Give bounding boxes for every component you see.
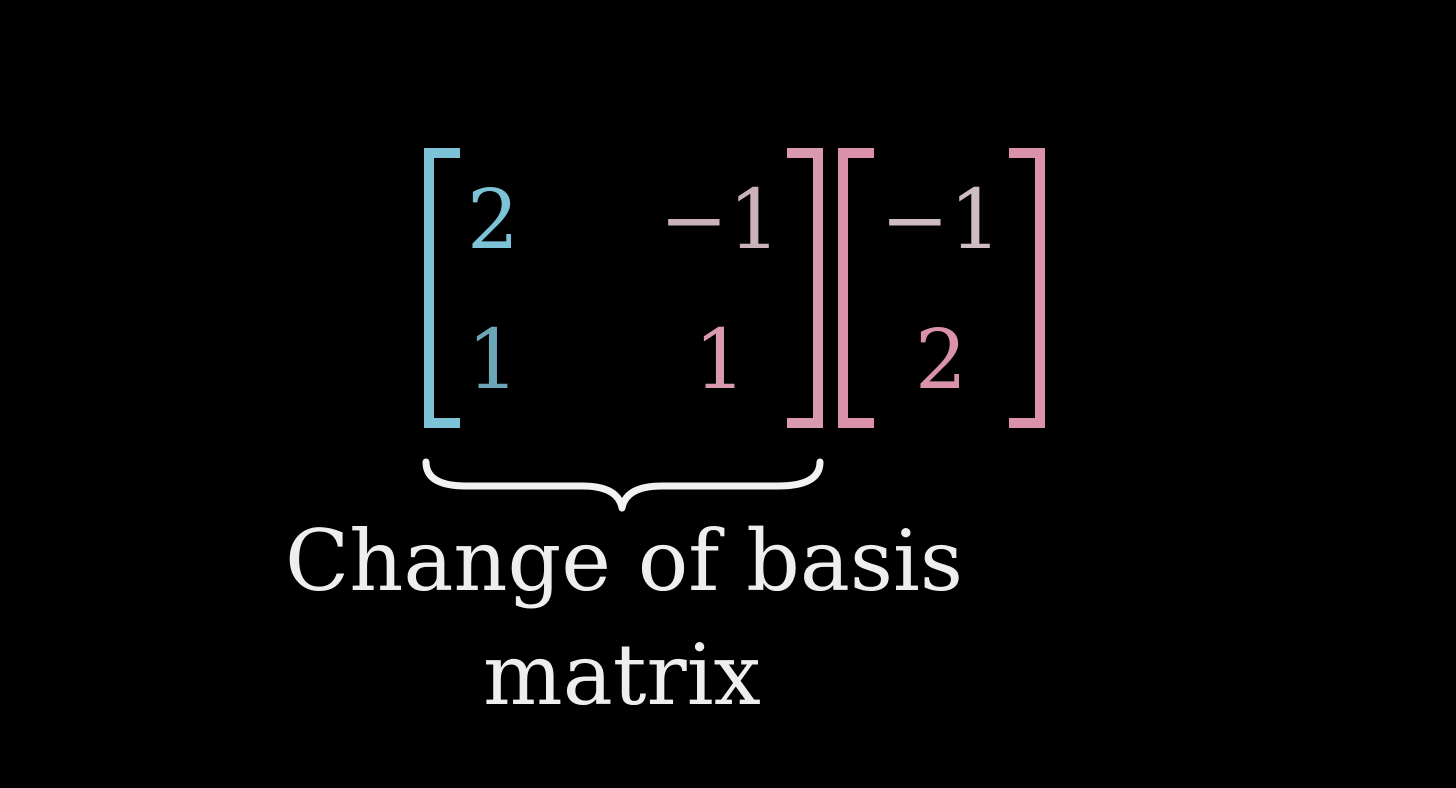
- vector-right-bracket: [1009, 148, 1045, 428]
- matrix-entry-r1c2: −1: [660, 173, 781, 268]
- matrix-left-bracket: [424, 148, 460, 428]
- caption-line-1: Change of basis: [285, 512, 963, 610]
- matrix-entry-r2c2: 1: [694, 313, 746, 408]
- matrix-right-bracket: [787, 148, 823, 428]
- caption-line-2: matrix: [483, 626, 761, 724]
- vector-entry-r1: −1: [881, 173, 1002, 268]
- vector-left-bracket: [838, 148, 874, 428]
- matrix-entry-r2c1: 1: [467, 313, 519, 408]
- matrix-entry-r1c1: 2: [467, 173, 519, 268]
- vector-entry-r2: 2: [915, 313, 967, 408]
- underbrace: [422, 458, 824, 512]
